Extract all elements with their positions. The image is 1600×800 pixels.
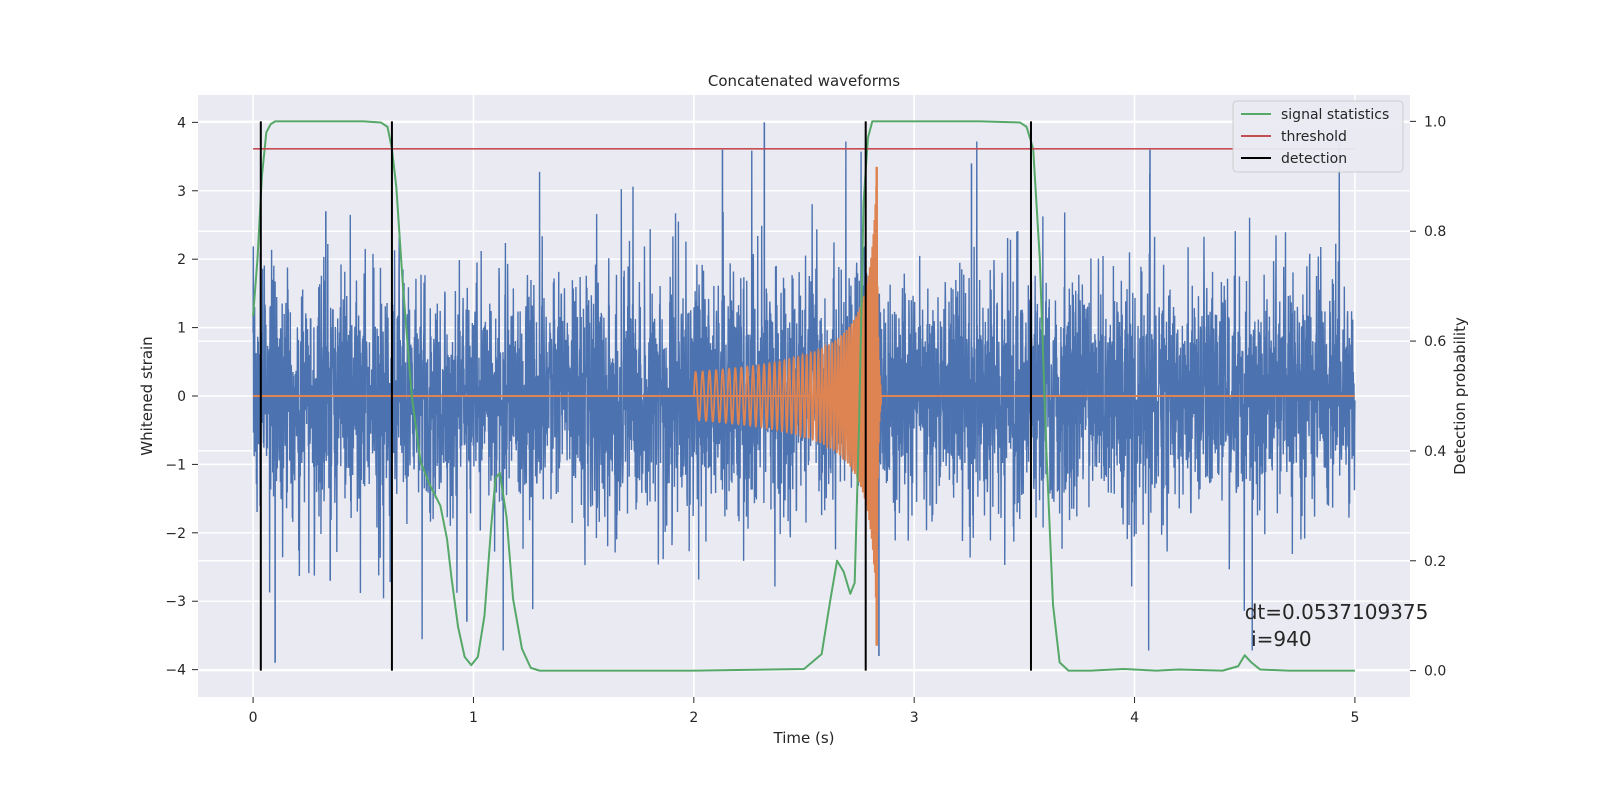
y-right-tick-label: 0.4 bbox=[1424, 444, 1446, 460]
y-right-tick-label: 0.6 bbox=[1424, 334, 1446, 350]
x-tick-label: 4 bbox=[1130, 710, 1139, 726]
y-axis-ticks: −4 −3 −2 −1 0 1 2 3 4 bbox=[165, 115, 198, 679]
legend: signal statistics threshold detection bbox=[1232, 100, 1404, 173]
x-axis-ticks: 0 1 2 3 4 5 bbox=[249, 697, 1359, 726]
legend-frame bbox=[1232, 100, 1404, 173]
y-right-tick-label: 0.8 bbox=[1424, 224, 1446, 240]
y-right-tick-label: 0.0 bbox=[1424, 664, 1446, 680]
signal-statistics-series bbox=[252, 120, 1355, 672]
annotation-dt: dt=0.0537109375 bbox=[1245, 600, 1429, 624]
y-tick-label: −2 bbox=[165, 526, 186, 542]
y-tick-label: 4 bbox=[177, 115, 186, 131]
x-tick-label: 0 bbox=[249, 710, 258, 726]
annotation-index: i=940 bbox=[1245, 627, 1312, 651]
x-tick-label: 1 bbox=[469, 710, 478, 726]
y-tick-label: 3 bbox=[177, 184, 186, 200]
waveform-line bbox=[692, 186, 883, 609]
annotation: dt=0.0537109375 i=940 bbox=[1245, 600, 1429, 651]
y-tick-label: −1 bbox=[165, 457, 186, 473]
y-tick-label: −3 bbox=[165, 594, 186, 610]
y-tick-label: 0 bbox=[177, 389, 186, 405]
y-tick-label: 2 bbox=[177, 252, 186, 268]
y-right-tick-label: 0.2 bbox=[1424, 554, 1446, 570]
y-right-axis-label: Detection probability bbox=[1451, 317, 1469, 475]
legend-label: threshold bbox=[1281, 129, 1347, 145]
x-tick-label: 3 bbox=[910, 710, 919, 726]
injected-waveform-series bbox=[253, 166, 1355, 646]
x-tick-label: 2 bbox=[689, 710, 698, 726]
y-tick-label: −4 bbox=[165, 663, 186, 679]
y-axis-label: Whitened strain bbox=[138, 336, 156, 455]
chart-title: Concatenated waveforms bbox=[708, 72, 900, 90]
legend-label: detection bbox=[1281, 151, 1347, 167]
signal-statistics-line bbox=[252, 120, 1355, 672]
y-right-axis-ticks: 0.0 0.2 0.4 0.6 0.8 1.0 bbox=[1410, 114, 1446, 680]
detection-series bbox=[259, 121, 1032, 671]
y-right-tick-label: 1.0 bbox=[1424, 114, 1446, 130]
x-axis-label: Time (s) bbox=[773, 729, 835, 747]
y-tick-label: 1 bbox=[177, 321, 186, 337]
x-tick-label: 5 bbox=[1350, 710, 1359, 726]
legend-label: signal statistics bbox=[1281, 107, 1389, 123]
